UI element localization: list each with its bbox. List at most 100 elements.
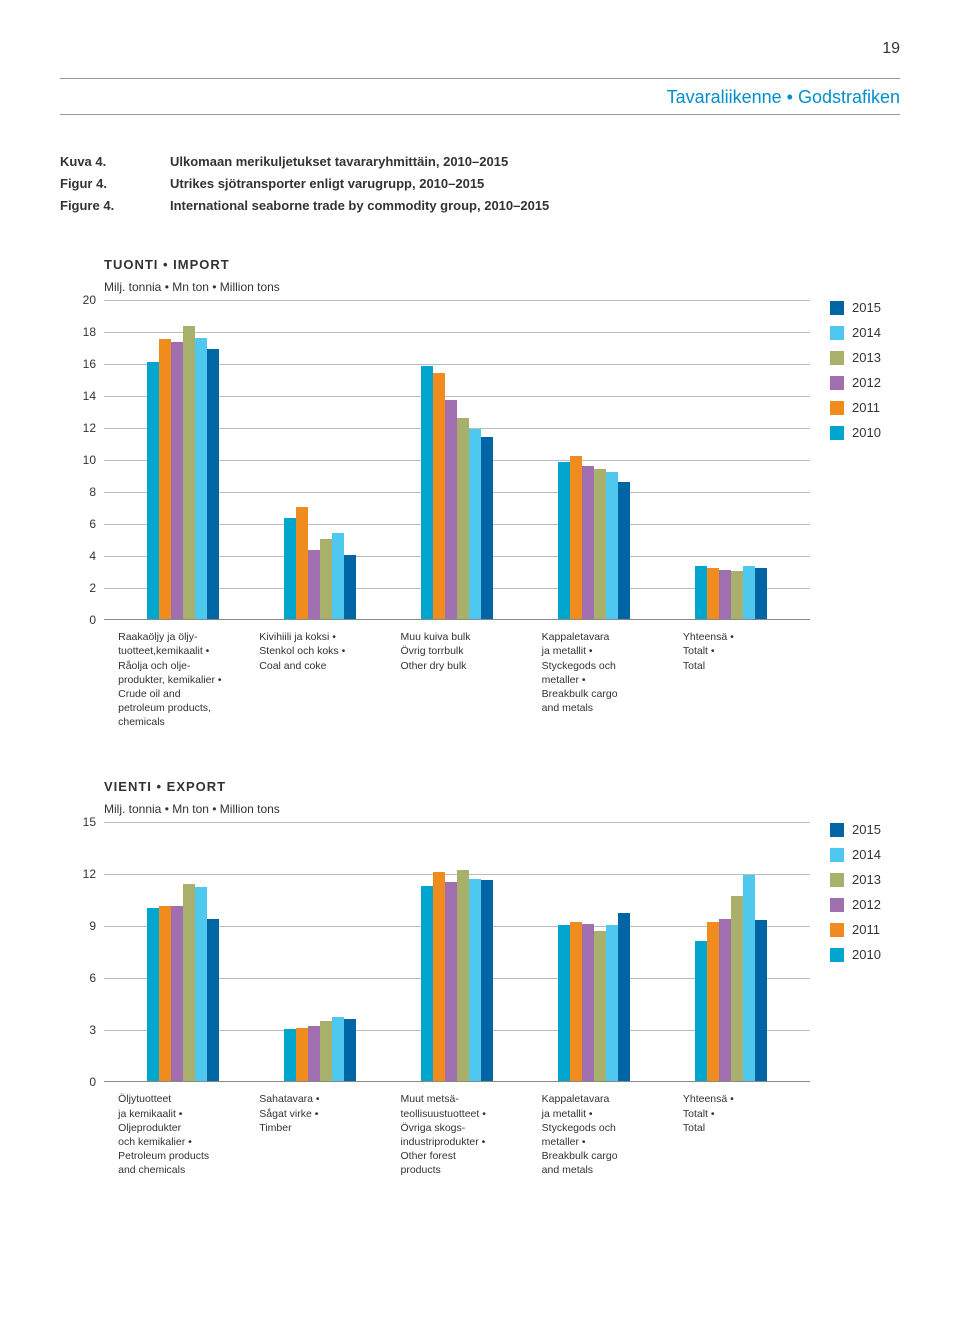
- bar-group: [147, 326, 219, 619]
- bar: [147, 362, 159, 620]
- y-tick-label: 8: [89, 485, 96, 499]
- bar: [481, 437, 493, 619]
- category-label: Sahatavara •Sågat virke •Timber: [259, 1092, 372, 1177]
- y-tick-label: 16: [83, 357, 96, 371]
- bar-group: [284, 507, 356, 619]
- bar-group: [695, 566, 767, 619]
- legend-swatch: [830, 923, 844, 937]
- bar: [308, 550, 320, 619]
- bar: [582, 466, 594, 620]
- bar: [195, 338, 207, 620]
- bar: [195, 887, 207, 1081]
- legend-item: 2015: [830, 300, 900, 315]
- legend-item: 2013: [830, 350, 900, 365]
- legend-swatch: [830, 301, 844, 315]
- legend-label: 2013: [852, 350, 881, 365]
- bar-group: [695, 875, 767, 1081]
- bar: [433, 373, 445, 619]
- bar: [755, 568, 767, 619]
- bar: [284, 518, 296, 619]
- y-tick-label: 14: [83, 389, 96, 403]
- bar: [594, 469, 606, 619]
- legend-item: 2013: [830, 872, 900, 887]
- header-rule-top: [60, 78, 900, 79]
- bar-group: [147, 884, 219, 1082]
- figure-titles: Kuva 4.Ulkomaan merikuljetukset tavarary…: [60, 151, 900, 217]
- bar: [731, 571, 743, 619]
- y-tick-label: 6: [89, 971, 96, 985]
- category-label: Muu kuiva bulkÖvrig torrbulkOther dry bu…: [400, 630, 513, 729]
- import-chart: TUONTI • IMPORTMilj. tonnia • Mn ton • M…: [60, 257, 900, 729]
- bar: [320, 1021, 332, 1082]
- legend-item: 2012: [830, 375, 900, 390]
- chart-units: Milj. tonnia • Mn ton • Million tons: [60, 802, 900, 816]
- legend-label: 2015: [852, 822, 881, 837]
- bar: [570, 922, 582, 1081]
- bar: [433, 872, 445, 1082]
- bar: [469, 879, 481, 1082]
- bar: [445, 400, 457, 619]
- bar: [618, 913, 630, 1081]
- chart-heading: VIENTI • EXPORT: [60, 779, 900, 794]
- bar: [695, 566, 707, 619]
- bar: [320, 539, 332, 619]
- figure-text: Utrikes sjötransporter enligt varugrupp,…: [170, 173, 484, 195]
- bar: [618, 482, 630, 620]
- bar: [207, 349, 219, 619]
- legend-label: 2012: [852, 897, 881, 912]
- chart-plot: [104, 822, 810, 1082]
- category-label: Kappaletavaraja metallit •Styckegods och…: [542, 630, 655, 729]
- y-tick-label: 10: [83, 453, 96, 467]
- bar: [332, 1017, 344, 1081]
- header-rule-bot: [60, 114, 900, 115]
- bar: [558, 462, 570, 619]
- bar: [296, 1028, 308, 1082]
- bar: [570, 456, 582, 619]
- bar: [296, 507, 308, 619]
- legend-item: 2015: [830, 822, 900, 837]
- bar: [421, 886, 433, 1082]
- bar: [743, 875, 755, 1081]
- chart-heading: TUONTI • IMPORT: [60, 257, 900, 272]
- bar-group: [558, 456, 630, 619]
- category-label: Kappaletavaraja metallit •Styckegods och…: [542, 1092, 655, 1177]
- figure-label: Figur 4.: [60, 173, 170, 195]
- bar: [594, 931, 606, 1082]
- header-title: Tavaraliikenne • Godstrafiken: [60, 83, 900, 114]
- category-label: Raakaöljy ja öljy-tuotteet,kemikaalit •R…: [118, 630, 231, 729]
- legend-swatch: [830, 823, 844, 837]
- legend-item: 2012: [830, 897, 900, 912]
- bar-group: [284, 1017, 356, 1081]
- bar: [308, 1026, 320, 1081]
- legend-label: 2014: [852, 325, 881, 340]
- bar: [558, 925, 570, 1081]
- bar: [719, 919, 731, 1082]
- y-tick-label: 0: [89, 1075, 96, 1089]
- figure-text: International seaborne trade by commodit…: [170, 195, 549, 217]
- export-chart: VIENTI • EXPORT Milj. tonnia • Mn ton • M…: [60, 779, 900, 1177]
- y-tick-label: 0: [89, 613, 96, 627]
- y-tick-label: 20: [83, 293, 96, 307]
- legend-swatch: [830, 351, 844, 365]
- bar: [344, 1019, 356, 1081]
- bar: [171, 342, 183, 619]
- y-tick-label: 3: [89, 1023, 96, 1037]
- category-label: Yhteensä •Totalt •Total: [683, 1092, 796, 1177]
- category-label: Kivihiili ja koksi •Stenkol och koks •Co…: [259, 630, 372, 729]
- legend-label: 2015: [852, 300, 881, 315]
- legend-item: 2014: [830, 325, 900, 340]
- legend-item: 2011: [830, 400, 900, 415]
- legend-label: 2011: [852, 400, 880, 415]
- bar: [159, 339, 171, 619]
- legend-label: 2010: [852, 947, 881, 962]
- figure-label: Kuva 4.: [60, 151, 170, 173]
- legend-item: 2011: [830, 922, 900, 937]
- bar: [332, 533, 344, 619]
- y-tick-label: 12: [83, 867, 96, 881]
- bar: [731, 896, 743, 1081]
- bar: [743, 566, 755, 619]
- legend-item: 2014: [830, 847, 900, 862]
- legend-swatch: [830, 376, 844, 390]
- legend-item: 2010: [830, 947, 900, 962]
- legend-label: 2013: [852, 872, 881, 887]
